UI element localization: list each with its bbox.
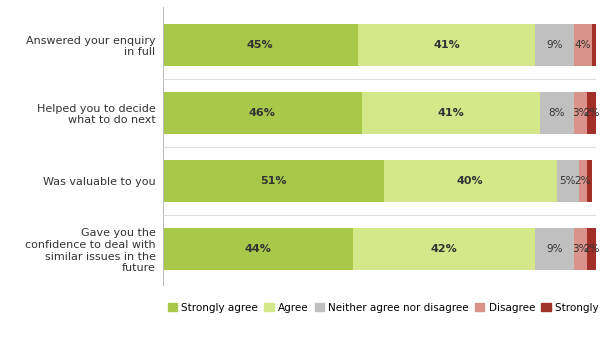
Bar bbox=[535, 228, 574, 270]
Text: 3%: 3% bbox=[573, 244, 589, 254]
Text: 51%: 51% bbox=[260, 176, 287, 186]
Bar bbox=[574, 92, 588, 134]
Text: 2%: 2% bbox=[575, 176, 591, 186]
Text: 41%: 41% bbox=[433, 40, 460, 50]
Bar bbox=[557, 160, 579, 202]
Bar bbox=[579, 160, 588, 202]
Bar bbox=[535, 24, 574, 66]
Text: 46%: 46% bbox=[249, 108, 276, 118]
Bar bbox=[163, 92, 362, 134]
Text: 4%: 4% bbox=[575, 40, 591, 50]
Text: 44%: 44% bbox=[244, 244, 272, 254]
Text: 40%: 40% bbox=[457, 176, 483, 186]
Bar bbox=[574, 24, 592, 66]
Text: 42%: 42% bbox=[431, 244, 458, 254]
Text: 9%: 9% bbox=[547, 244, 563, 254]
Bar bbox=[163, 160, 383, 202]
Text: 3%: 3% bbox=[573, 108, 589, 118]
Bar bbox=[588, 228, 596, 270]
Text: 8%: 8% bbox=[548, 108, 565, 118]
Bar bbox=[539, 92, 574, 134]
Bar bbox=[592, 24, 596, 66]
Bar bbox=[383, 160, 557, 202]
Bar bbox=[362, 92, 539, 134]
Bar bbox=[588, 160, 592, 202]
Text: 2%: 2% bbox=[583, 108, 600, 118]
Bar bbox=[353, 228, 535, 270]
Bar bbox=[358, 24, 535, 66]
Bar bbox=[574, 228, 588, 270]
Text: 41%: 41% bbox=[438, 108, 464, 118]
Text: 45%: 45% bbox=[247, 40, 273, 50]
Text: 5%: 5% bbox=[559, 176, 576, 186]
Bar bbox=[163, 228, 353, 270]
Text: 2%: 2% bbox=[583, 244, 600, 254]
Legend: Strongly agree, Agree, Neither agree nor disagree, Disagree, Strongly disagree: Strongly agree, Agree, Neither agree nor… bbox=[168, 303, 602, 313]
Bar bbox=[588, 92, 596, 134]
Bar bbox=[163, 24, 358, 66]
Text: 9%: 9% bbox=[547, 40, 563, 50]
